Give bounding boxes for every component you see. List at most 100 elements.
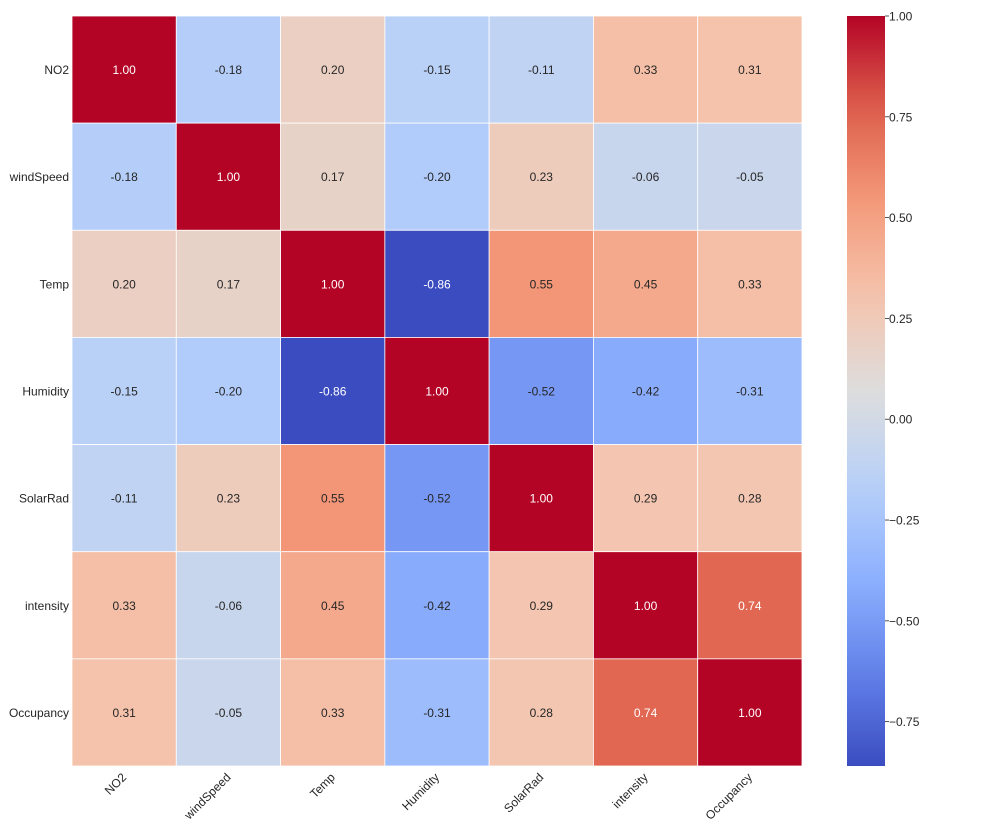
heatmap-cell [384, 551, 490, 660]
y-tick-label: SolarRad [19, 492, 69, 506]
cell-value-label: -0.20 [423, 170, 451, 184]
y-tick-label: intensity [25, 599, 69, 613]
heatmap-cell [697, 444, 803, 553]
colorbar-tick-label: −0.25 [889, 514, 920, 528]
cell-value-label: 0.23 [530, 170, 554, 184]
heatmap-cell [593, 337, 699, 445]
colorbar-tick-label: 0.75 [889, 110, 913, 124]
heatmap-cell [280, 444, 386, 553]
y-tick-labels: NO2 windSpeed Temp Humidity SolarRad intensit… [9, 63, 70, 720]
cell-value-label: 1.00 [738, 706, 762, 720]
heatmap-cell [71, 444, 177, 553]
heatmap-cell [593, 15, 699, 124]
cell-value-label: 0.31 [112, 706, 136, 720]
x-tick-label: windSpeed [181, 770, 234, 823]
y-tick-label: Temp [40, 277, 70, 291]
cell-value-label: -0.05 [736, 170, 764, 184]
cell-value-label: 0.23 [217, 492, 241, 506]
cell-value-label: 1.00 [321, 277, 345, 291]
colorbar-tick-label: 1.00 [889, 10, 913, 24]
cell-value-label: 0.55 [530, 277, 554, 291]
colorbar-tick-label: 0.00 [889, 413, 913, 427]
x-tick-label: intensity [610, 770, 651, 811]
cell-value-label: -0.18 [110, 170, 138, 184]
cell-value-label: -0.20 [215, 385, 243, 399]
y-tick-label: Humidity [22, 385, 69, 399]
cell-value-label: 0.74 [634, 706, 658, 720]
cell-value-label: 0.28 [738, 492, 762, 506]
colorbar: 1.00 0.75 0.50 0.25 0.00 −0.25 −0.50 −0.75 [847, 10, 920, 766]
cell-value-label: -0.86 [423, 277, 451, 291]
heatmap-cell [71, 658, 177, 767]
cell-value-label: 1.00 [425, 385, 449, 399]
heatmap-cell [175, 337, 281, 445]
heatmap-cell [488, 122, 594, 231]
x-tick-label: Occupancy [703, 770, 755, 822]
heatmap-cell [71, 337, 177, 445]
heatmap-cell [71, 15, 177, 124]
heatmap-cell [488, 229, 594, 338]
heatmap-cell [71, 122, 177, 231]
cell-value-label: -0.52 [423, 492, 451, 506]
cell-value-label: 0.45 [321, 599, 345, 613]
cell-value-label: 1.00 [217, 170, 241, 184]
cell-value-label: 0.29 [634, 492, 658, 506]
x-tick-label: Humidity [399, 770, 442, 813]
heatmap-cell [697, 229, 803, 338]
cell-value-label: -0.18 [215, 63, 243, 77]
cell-value-label: -0.11 [111, 492, 138, 506]
y-tick-label: windSpeed [9, 170, 69, 184]
heatmap-cell [384, 337, 490, 445]
heatmap-cell [697, 337, 803, 445]
heatmap-cell [593, 122, 699, 231]
heatmap-cell [593, 229, 699, 338]
colorbar-gradient [847, 16, 885, 766]
cell-value-label: 0.28 [530, 706, 554, 720]
cell-value-label: -0.42 [632, 385, 660, 399]
x-tick-labels: NO2 windSpeed Temp Humidity SolarRad intensit… [102, 770, 755, 823]
heatmap-cell [697, 122, 803, 231]
heatmap-cell [593, 658, 699, 767]
heatmap-cells: 1.00 -0.18 0.20 -0.15 -0.11 0.33 0.31 -0.18 1.00… [71, 15, 803, 767]
cell-value-label: 0.31 [738, 63, 762, 77]
heatmap-cell [71, 229, 177, 338]
cell-value-label: -0.31 [736, 385, 764, 399]
cell-value-label: -0.52 [528, 385, 556, 399]
x-tick-label: NO2 [102, 770, 130, 798]
heatmap-cell [384, 229, 490, 338]
cell-value-label: 1.00 [112, 63, 136, 77]
cell-value-label: 1.00 [530, 492, 554, 506]
cell-value-label: -0.06 [632, 170, 660, 184]
cell-value-label: -0.15 [423, 63, 451, 77]
cell-value-label: -0.06 [215, 599, 243, 613]
heatmap-cell [175, 551, 281, 660]
cell-value-label: 0.17 [217, 277, 241, 291]
heatmap-cell [697, 658, 803, 767]
colorbar-tick-label: −0.50 [889, 614, 920, 628]
cell-value-label: 0.29 [530, 599, 554, 613]
cell-value-label: 0.33 [112, 599, 136, 613]
heatmap-cell [280, 229, 386, 338]
colorbar-tick-label: 0.25 [889, 312, 913, 326]
heatmap-cell [488, 15, 594, 124]
cell-value-label: 0.33 [738, 277, 762, 291]
heatmap-cell [175, 229, 281, 338]
cell-value-label: -0.42 [423, 599, 451, 613]
heatmap-cell [280, 15, 386, 124]
cell-value-label: -0.05 [215, 706, 243, 720]
y-tick-label: Occupancy [9, 706, 69, 720]
heatmap-cell [697, 551, 803, 660]
cell-value-label: 0.20 [321, 63, 345, 77]
heatmap-cell [488, 551, 594, 660]
cell-value-label: 0.33 [634, 63, 658, 77]
heatmap-cell [384, 658, 490, 767]
colorbar-tick-label: −0.75 [889, 715, 920, 729]
cell-value-label: 0.55 [321, 492, 345, 506]
heatmap-cell [175, 15, 281, 124]
cell-value-label: 1.00 [634, 599, 658, 613]
heatmap-cell [384, 15, 490, 124]
colorbar-tick-label: 0.50 [889, 211, 913, 225]
heatmap-cell [280, 551, 386, 660]
